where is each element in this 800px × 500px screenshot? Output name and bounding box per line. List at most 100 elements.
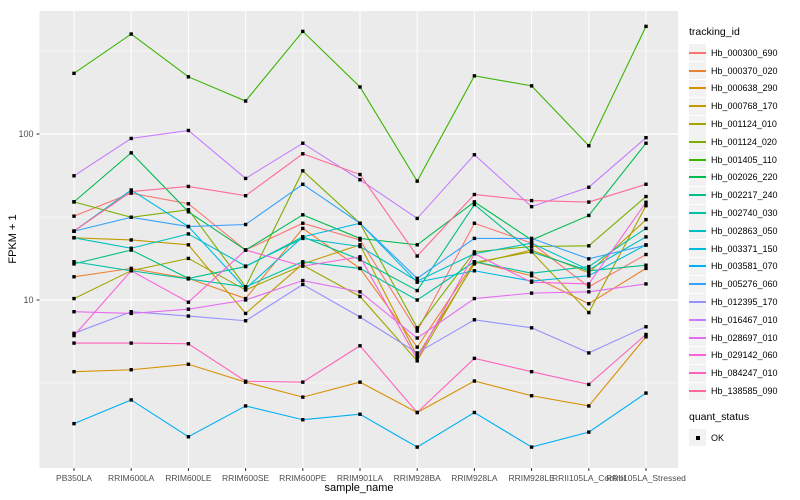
data-point [301, 141, 305, 145]
data-point [129, 311, 133, 316]
data-point [529, 274, 534, 278]
data-point [587, 430, 591, 434]
data-point [415, 336, 419, 340]
data-point [472, 200, 477, 204]
data-point [529, 241, 534, 245]
data-point [129, 215, 133, 219]
data-point [358, 344, 362, 348]
data-point [301, 29, 305, 34]
legend-item: Hb_005276_060 [689, 275, 799, 293]
legend-item-label: Hb_000768_170 [711, 101, 778, 112]
legend-key-swatch [689, 151, 706, 169]
data-point [186, 243, 191, 247]
data-point [644, 266, 648, 271]
data-point [358, 294, 362, 299]
data-point [529, 244, 534, 249]
x-tick-label: RRIM928LE [508, 473, 555, 483]
data-point [644, 391, 648, 395]
data-point [587, 290, 591, 294]
legend-item-label: Hb_003581_070 [711, 261, 778, 272]
legend-line-icon [689, 390, 706, 393]
legend-item: Hb_028697_010 [689, 329, 799, 347]
data-point [358, 255, 362, 259]
x-tick-label: RRIM928BA [394, 473, 442, 483]
data-point [587, 382, 591, 387]
legend-item: Hb_016467_010 [689, 311, 799, 329]
data-point [72, 174, 76, 178]
data-point [415, 243, 419, 247]
legend-item: Hb_001405_110 [689, 151, 799, 169]
legend-key-swatch [689, 79, 706, 97]
data-point [358, 290, 362, 294]
legend-key-swatch [689, 168, 706, 186]
data-point [644, 135, 648, 140]
data-point [129, 238, 133, 242]
legend-item: Hb_003581_070 [689, 257, 799, 276]
legend-item-label: Hb_002863_050 [711, 225, 778, 236]
data-point [472, 356, 477, 361]
legend-item: Hb_000768_170 [689, 97, 799, 115]
data-point [587, 257, 591, 261]
data-point [301, 221, 305, 225]
data-point [587, 310, 591, 315]
data-point [529, 204, 534, 209]
data-point [72, 200, 76, 204]
data-point [129, 398, 133, 402]
data-point [472, 202, 477, 207]
data-point [301, 395, 305, 399]
data-point [529, 369, 534, 374]
data-point [301, 380, 305, 384]
legend-item: Hb_002740_030 [689, 204, 799, 222]
data-point [358, 244, 362, 249]
data-point [644, 226, 648, 231]
data-point [587, 264, 591, 269]
data-point [472, 236, 477, 241]
data-point [472, 318, 477, 322]
data-point [129, 269, 133, 273]
data-point [415, 326, 419, 330]
x-tick-label: RRIM928LA [451, 473, 498, 483]
data-point [186, 202, 191, 206]
legend-line-icon [689, 69, 706, 72]
data-point [529, 280, 534, 284]
data-point [644, 24, 648, 29]
legend-line-icon [689, 229, 706, 232]
data-point [587, 301, 591, 306]
data-point [529, 248, 534, 252]
legend-item: Hb_002026_220 [689, 168, 799, 187]
legend-line-icon [689, 318, 706, 321]
x-tick-label: RRIM901LA [337, 473, 384, 483]
data-point [186, 256, 191, 261]
data-point [587, 144, 591, 148]
data-point [472, 252, 477, 256]
legend-item: Hb_029142_060 [689, 346, 799, 365]
legend-line-icon [689, 194, 706, 197]
x-axis-title: sample_name [324, 482, 394, 494]
data-point [644, 282, 648, 286]
data-point [243, 311, 248, 316]
data-point [358, 178, 362, 182]
legend-square-icon [695, 435, 700, 440]
data-point [129, 248, 133, 252]
data-point [415, 288, 419, 293]
data-point [72, 262, 76, 266]
data-point [72, 275, 76, 279]
data-point [129, 246, 133, 250]
data-point [186, 435, 191, 439]
data-point [472, 250, 477, 254]
legend-line-icon [689, 105, 706, 108]
data-point [243, 298, 248, 302]
data-point [72, 331, 76, 336]
legend-item: Hb_000638_290 [689, 79, 799, 98]
data-point [243, 99, 248, 103]
legend-key-swatch [689, 204, 706, 222]
legend-line-icon [689, 123, 706, 126]
data-point [243, 319, 248, 323]
data-point [472, 221, 477, 225]
data-point [72, 236, 76, 240]
data-point [472, 192, 477, 197]
data-point [415, 179, 419, 183]
data-point [358, 257, 362, 262]
